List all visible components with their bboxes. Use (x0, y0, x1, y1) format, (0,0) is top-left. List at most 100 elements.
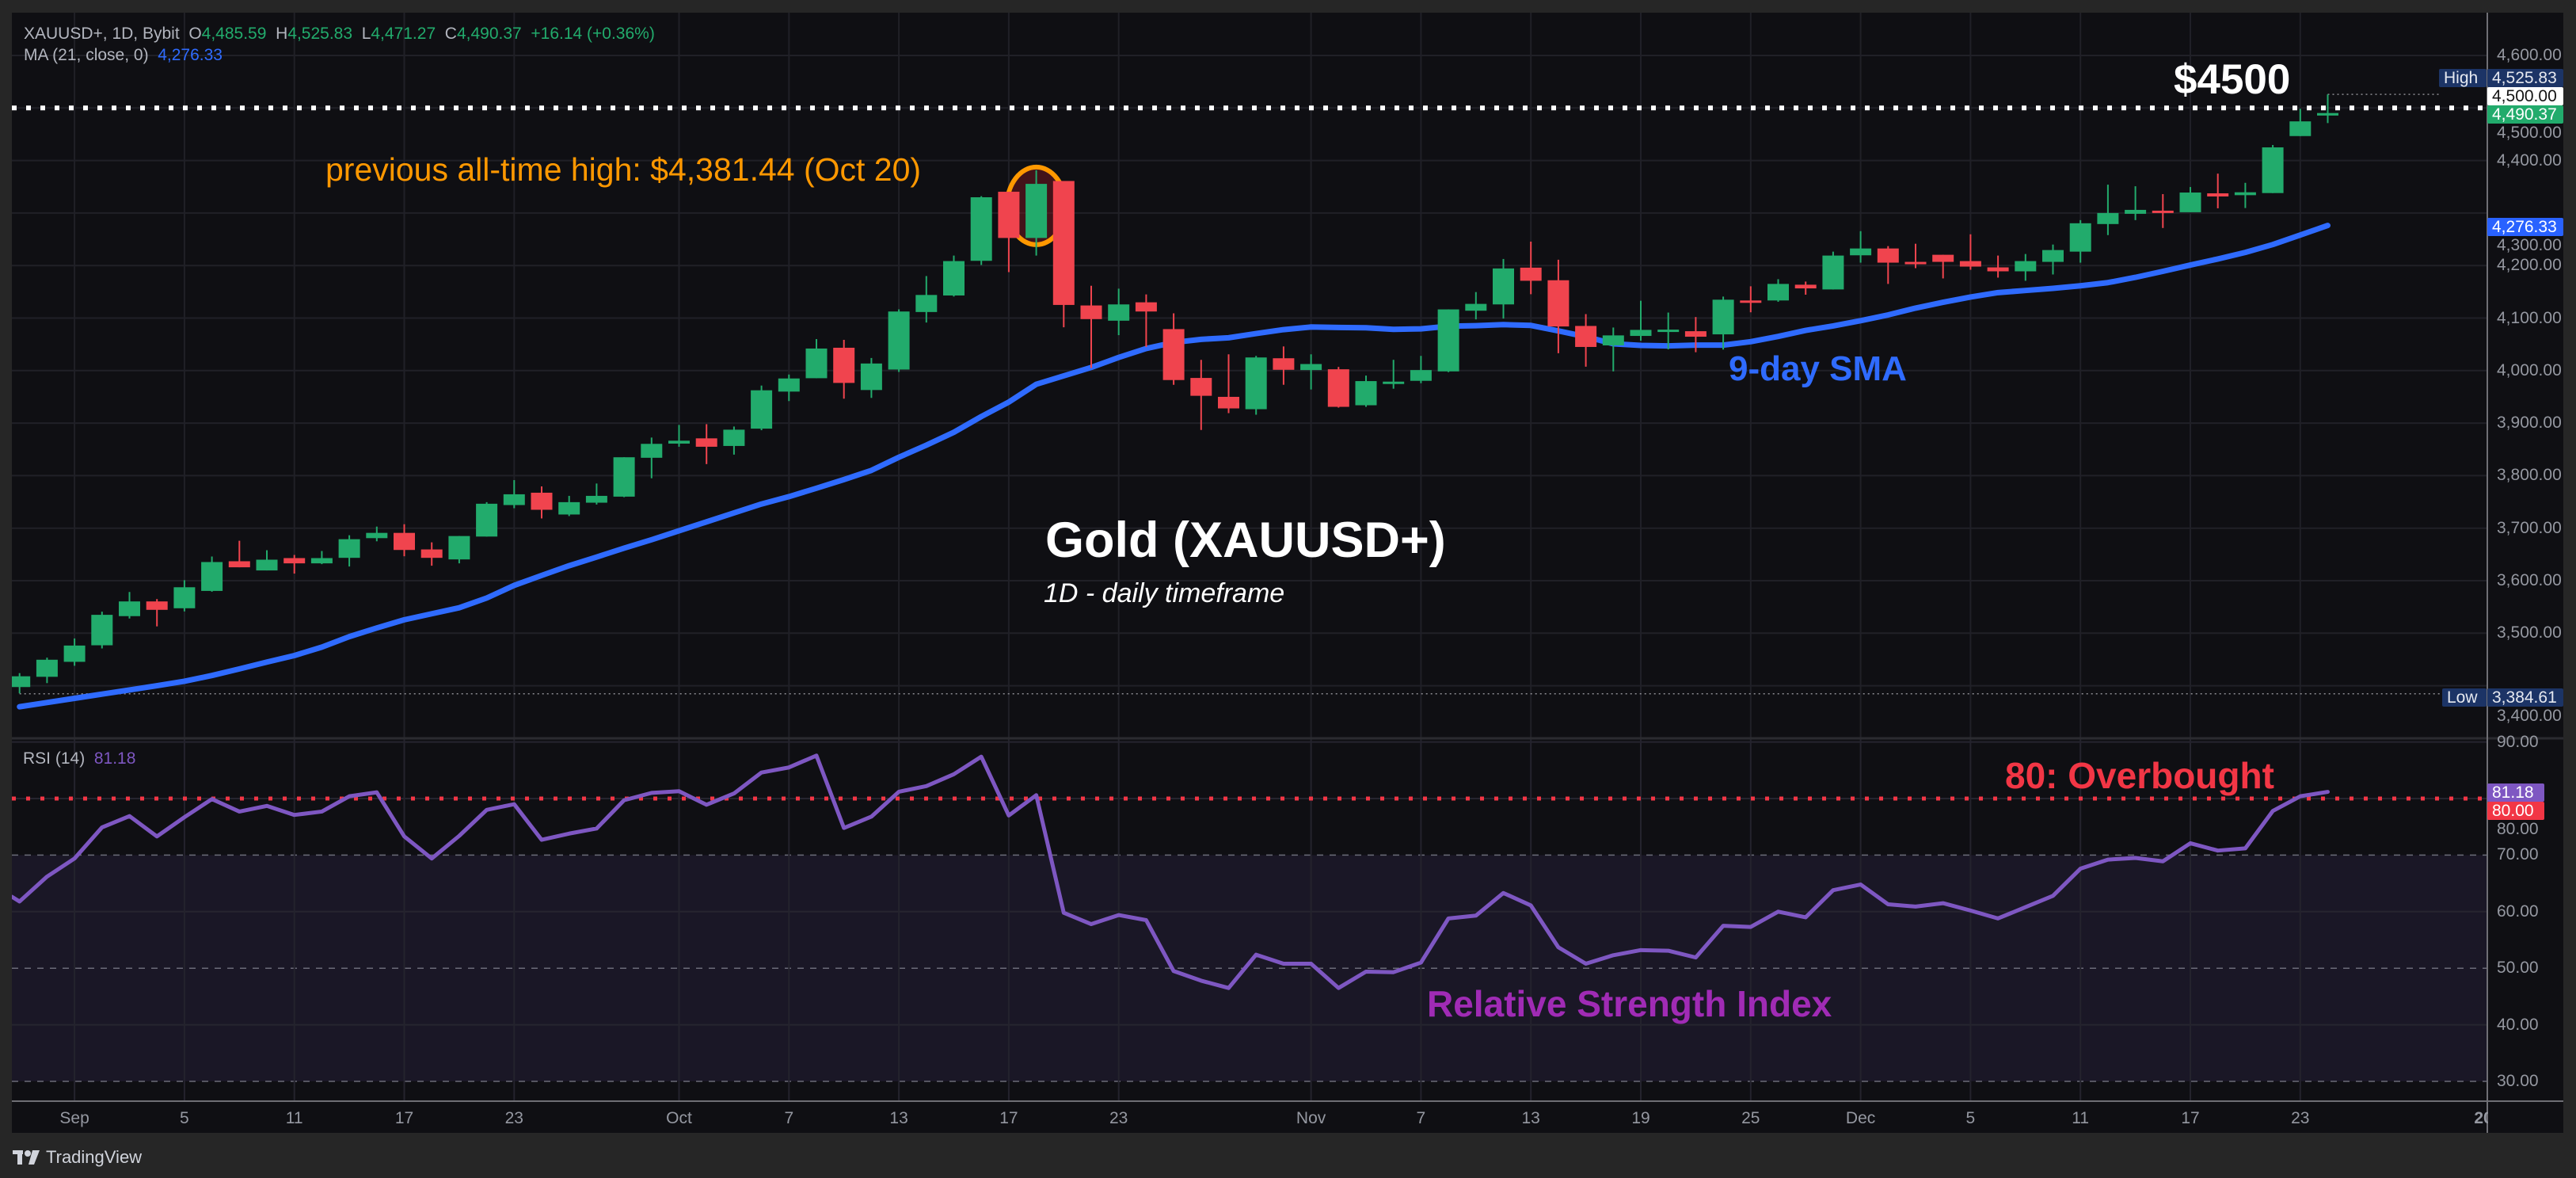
price-tick-label: 4,100.00 (2497, 308, 2562, 327)
candle-body (695, 438, 717, 447)
candle-body (531, 492, 553, 510)
rsi-tick-label: 40.00 (2497, 1015, 2539, 1034)
rsi-tick-label: 30.00 (2497, 1072, 2539, 1090)
high-badge: 4,525.83 (2487, 69, 2563, 87)
candle-body (146, 601, 168, 610)
candle-body (91, 615, 113, 646)
open-value: 4,485.59 (201, 25, 267, 43)
candle (2207, 173, 2229, 208)
ath-annotation[interactable]: previous all-time high: $4,381.44 (Oct 2… (325, 151, 922, 188)
candle-body (1383, 381, 1405, 384)
price-target-annotation[interactable]: $4500 (2174, 56, 2291, 103)
candle (558, 495, 580, 517)
candle (641, 437, 663, 478)
candle-body (503, 494, 525, 505)
chart-subtitle[interactable]: 1D - daily timeframe (1044, 578, 1285, 608)
candle-body (1575, 326, 1597, 347)
candle-body (970, 197, 992, 261)
ma-label: MA (21, close, 0) (24, 46, 149, 64)
candle-body (338, 539, 360, 559)
candle-body (751, 390, 773, 429)
high-value: 4,525.83 (287, 25, 353, 43)
high-label: H (276, 25, 288, 43)
ma-legend[interactable]: MA (21, close, 0) 4,276.33 (24, 46, 223, 65)
price-tick-label: 3,400.00 (2497, 707, 2562, 725)
candle-body (1300, 364, 1322, 371)
rsi-level-badge: 80.00 (2487, 802, 2544, 820)
candle (1327, 367, 1349, 408)
low-label: L (361, 25, 371, 43)
candle (2069, 219, 2091, 263)
candle (2262, 145, 2284, 193)
tradingview-brand[interactable]: TradingView (13, 1147, 142, 1168)
rsi-tick-label: 50.00 (2497, 959, 2539, 978)
change-value: +16.14 (+0.36%) (531, 25, 655, 43)
candle (970, 196, 992, 265)
low-badge: 3,384.61 (2487, 688, 2563, 707)
candle (1355, 376, 1377, 407)
close-value: 4,490.37 (456, 25, 522, 43)
candle-body (1987, 267, 2009, 272)
candle-body (1547, 280, 1570, 327)
candle (778, 374, 800, 402)
candle (943, 255, 965, 297)
candle-body (998, 192, 1020, 238)
price-tick-label: 4,400.00 (2497, 151, 2562, 170)
candle-body (119, 601, 140, 616)
candle (201, 556, 223, 592)
time-tick-label: 13 (1521, 1109, 1540, 1127)
candle (1080, 285, 1102, 368)
rsi-annotation[interactable]: Relative Strength Index (1427, 983, 1832, 1024)
candle-body (1190, 378, 1212, 396)
candle (476, 501, 498, 537)
open-label: O (188, 25, 202, 43)
candle-body (1327, 369, 1349, 407)
sma-annotation[interactable]: 9-day SMA (1729, 349, 1907, 388)
time-tick-label: 11 (2072, 1109, 2090, 1127)
overbought-annotation[interactable]: 80: Overbought (2005, 755, 2274, 796)
time-tick-label: 17 (999, 1109, 1018, 1127)
chart-title[interactable]: Gold (XAUUSD+) (1045, 513, 1446, 568)
symbol-legend[interactable]: XAUUSD+, 1D, Bybit O4,485.59 H4,525.83 L… (24, 25, 655, 44)
candle (1850, 231, 1872, 263)
axis-corner (2488, 1102, 2563, 1133)
candle-body (420, 549, 443, 559)
candle-body (1410, 370, 1432, 381)
time-tick-label: 7 (1416, 1109, 1426, 1127)
candle-body (1355, 381, 1377, 406)
candle (805, 339, 828, 379)
ma-badge: 4,276.33 (2487, 218, 2563, 236)
candle-body (2317, 112, 2338, 116)
candle-body (1437, 309, 1459, 372)
candle (283, 555, 306, 574)
candle-body (2097, 212, 2119, 224)
candle-body (1794, 284, 1817, 289)
rsi-pane (12, 753, 2487, 990)
time-tick-label: Oct (666, 1109, 692, 1127)
candle (338, 535, 360, 567)
rsi-tick-label: 70.00 (2497, 845, 2539, 864)
candle (1575, 314, 1597, 367)
candle (1300, 354, 1322, 390)
low-value: 4,471.27 (371, 25, 436, 43)
candle-body (2125, 209, 2147, 214)
low-badge-label: Low (2442, 688, 2487, 707)
rsi-legend[interactable]: RSI (14) 81.18 (23, 749, 135, 768)
candle (1410, 356, 1432, 383)
candle (1684, 317, 1707, 353)
candle (12, 673, 31, 694)
candle (2234, 182, 2256, 208)
candle (1877, 246, 1899, 284)
candle (1383, 360, 1405, 389)
candle-body (1877, 248, 1899, 263)
brand-text: TradingView (46, 1147, 143, 1167)
price-tick-label: 4,000.00 (2497, 360, 2562, 379)
candle-body (1712, 299, 1734, 335)
candle-body (1025, 184, 1048, 238)
candle-body (2015, 261, 2037, 272)
candle-body (394, 532, 415, 551)
tradingview-logo-icon (13, 1150, 40, 1165)
candle (1794, 281, 1817, 295)
candle-body (1850, 248, 1872, 256)
